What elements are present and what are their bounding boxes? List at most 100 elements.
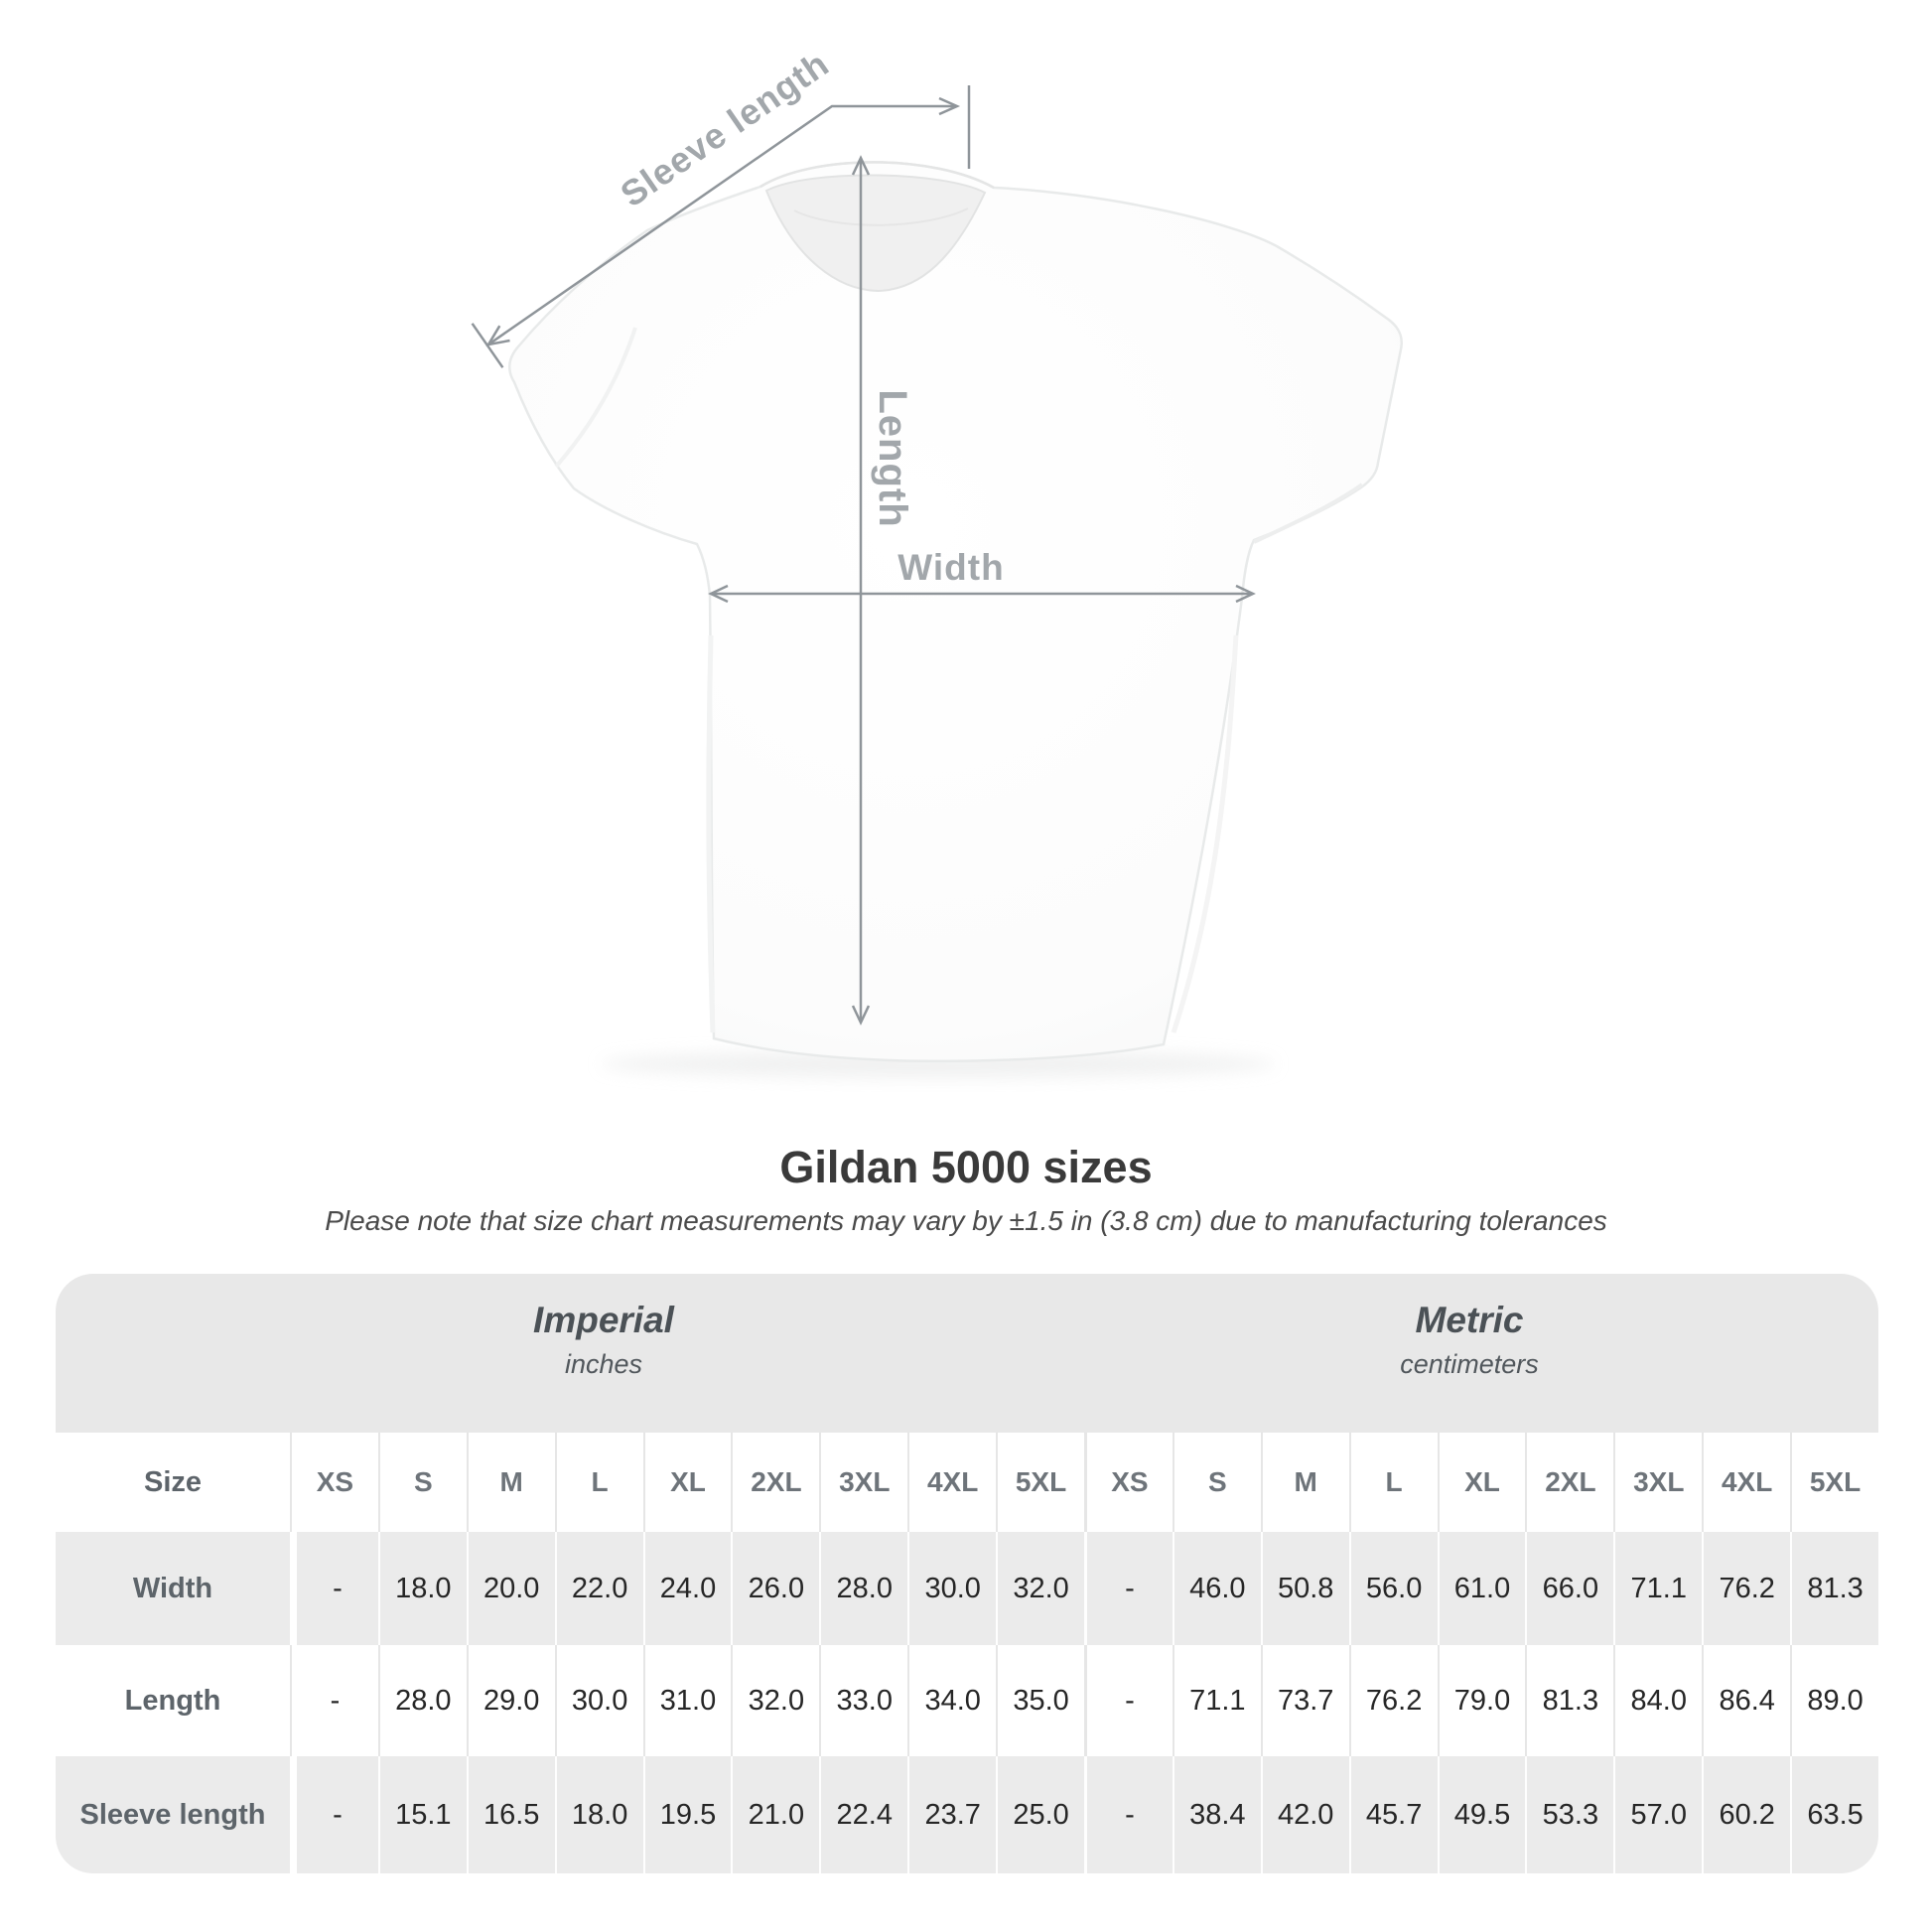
value-cell: 45.7 xyxy=(1348,1756,1438,1873)
value-cell: 79.0 xyxy=(1437,1645,1526,1756)
table-row-width: Width - 18.0 20.0 22.0 24.0 26.0 28.0 30… xyxy=(56,1532,1878,1645)
size-header-imperial-xs: XS xyxy=(290,1433,378,1532)
table-row-length: Length - 28.0 29.0 30.0 31.0 32.0 33.0 3… xyxy=(56,1645,1878,1756)
size-header-imperial-4xl: 4XL xyxy=(907,1433,996,1532)
value-cell: 38.4 xyxy=(1172,1756,1261,1873)
metric-unit-label: centimeters xyxy=(1400,1349,1539,1379)
value-cell: 22.4 xyxy=(819,1756,907,1873)
value-cell: 26.0 xyxy=(731,1532,819,1645)
size-header-metric-4xl: 4XL xyxy=(1702,1433,1790,1532)
value-cell: 81.3 xyxy=(1525,1645,1613,1756)
value-cell: 86.4 xyxy=(1702,1645,1790,1756)
width-label: Width xyxy=(897,547,1004,588)
size-chart-table: Imperial inches Metric centimeters Size … xyxy=(56,1274,1878,1873)
value-cell: 24.0 xyxy=(642,1532,732,1645)
value-cell: 32.0 xyxy=(731,1645,819,1756)
value-cell: 25.0 xyxy=(996,1756,1084,1873)
left-body-fold xyxy=(706,634,716,1034)
size-header-imperial-l: L xyxy=(554,1433,643,1532)
value-cell: 16.5 xyxy=(466,1756,555,1873)
size-header-metric-2xl: 2XL xyxy=(1525,1433,1613,1532)
value-cell: 22.0 xyxy=(554,1532,643,1645)
value-cell: 71.1 xyxy=(1172,1645,1261,1756)
value-cell: 71.1 xyxy=(1613,1532,1702,1645)
right-body-fold xyxy=(1171,634,1239,1034)
value-cell: 63.5 xyxy=(1790,1756,1878,1873)
width-arrowhead-left xyxy=(708,584,729,604)
value-cell: - xyxy=(290,1756,378,1873)
value-cell: 42.0 xyxy=(1260,1756,1349,1873)
value-cell: 73.7 xyxy=(1260,1645,1349,1756)
value-cell: 53.3 xyxy=(1525,1756,1613,1873)
value-cell: 61.0 xyxy=(1437,1532,1526,1645)
size-header-imperial-2xl: 2XL xyxy=(731,1433,819,1532)
unit-groups-header: Imperial inches Metric centimeters xyxy=(56,1274,1878,1433)
value-cell: 34.0 xyxy=(907,1645,996,1756)
width-arrowhead-right xyxy=(1235,584,1256,604)
hem-shadow xyxy=(601,1050,1276,1078)
right-sleeve-fold xyxy=(1253,483,1364,544)
value-cell: 32.0 xyxy=(996,1532,1084,1645)
value-cell: - xyxy=(1083,1645,1173,1756)
metric-group-header: Metric centimeters xyxy=(1400,1298,1539,1381)
value-cell: 29.0 xyxy=(466,1645,555,1756)
length-annotation: Length xyxy=(851,155,914,1026)
value-cell: 49.5 xyxy=(1437,1756,1526,1873)
value-cell: 76.2 xyxy=(1348,1645,1438,1756)
tshirt-measurement-diagram: Sleeve length Length Width xyxy=(471,43,1403,1078)
table-row-sleeve-length: Sleeve length - 15.1 16.5 18.0 19.5 21.0… xyxy=(56,1756,1878,1873)
size-header-metric-s: S xyxy=(1172,1433,1261,1532)
value-cell: 76.2 xyxy=(1702,1532,1790,1645)
value-cell: 89.0 xyxy=(1790,1645,1878,1756)
imperial-unit-label: inches xyxy=(564,1349,643,1379)
value-cell: 56.0 xyxy=(1348,1532,1438,1645)
value-cell: 31.0 xyxy=(642,1645,732,1756)
value-cell: 15.1 xyxy=(377,1756,467,1873)
tshirt-body xyxy=(507,161,1403,1063)
value-cell: 57.0 xyxy=(1613,1756,1702,1873)
value-cell: - xyxy=(290,1532,378,1645)
sleeve-length-arrowhead-right xyxy=(938,96,961,116)
sleeve-length-arrowhead-left xyxy=(485,325,510,346)
row-label-sleeve-length: Sleeve length xyxy=(79,1798,266,1831)
sleeve-end-tick xyxy=(471,323,504,368)
value-cell: 84.0 xyxy=(1613,1645,1702,1756)
size-header-imperial-xl: XL xyxy=(642,1433,732,1532)
size-header-imperial-s: S xyxy=(377,1433,467,1532)
size-header-imperial-3xl: 3XL xyxy=(819,1433,907,1532)
size-header-metric-xs: XS xyxy=(1083,1433,1173,1532)
metric-label: Metric xyxy=(1415,1300,1524,1340)
value-cell: 60.2 xyxy=(1702,1756,1790,1873)
value-cell: 66.0 xyxy=(1525,1532,1613,1645)
width-annotation: Width xyxy=(708,547,1256,604)
sleeve-length-line xyxy=(487,104,956,346)
value-cell: 28.0 xyxy=(819,1532,907,1645)
collar-band-outer xyxy=(759,161,995,190)
size-column-header: Size xyxy=(143,1465,203,1498)
size-header-metric-l: L xyxy=(1348,1433,1438,1532)
value-cell: 30.0 xyxy=(907,1532,996,1645)
length-arrowhead-bottom xyxy=(851,1005,871,1026)
length-label: Length xyxy=(871,389,914,527)
value-cell: 28.0 xyxy=(377,1645,467,1756)
value-cell: 46.0 xyxy=(1172,1532,1261,1645)
size-header-metric-m: M xyxy=(1260,1433,1349,1532)
imperial-group-header: Imperial inches xyxy=(533,1298,674,1381)
value-cell: 19.5 xyxy=(642,1756,732,1873)
value-cell: 18.0 xyxy=(554,1756,643,1873)
size-header-imperial-m: M xyxy=(466,1433,555,1532)
value-cell: 21.0 xyxy=(731,1756,819,1873)
imperial-label: Imperial xyxy=(533,1300,674,1340)
value-cell: - xyxy=(290,1645,378,1756)
value-cell: 23.7 xyxy=(907,1756,996,1873)
size-header-imperial-5xl: 5XL xyxy=(996,1433,1084,1532)
size-header-metric-5xl: 5XL xyxy=(1790,1433,1878,1532)
collar-back-seam xyxy=(793,207,969,226)
row-label-length: Length xyxy=(124,1684,221,1717)
tshirt-illustration xyxy=(507,161,1403,1078)
value-cell: 30.0 xyxy=(554,1645,643,1756)
size-header-metric-xl: XL xyxy=(1437,1433,1526,1532)
size-header-metric-3xl: 3XL xyxy=(1613,1433,1702,1532)
size-header-row: Size XS S M L XL 2XL 3XL 4XL 5XL XS S M … xyxy=(56,1433,1878,1532)
